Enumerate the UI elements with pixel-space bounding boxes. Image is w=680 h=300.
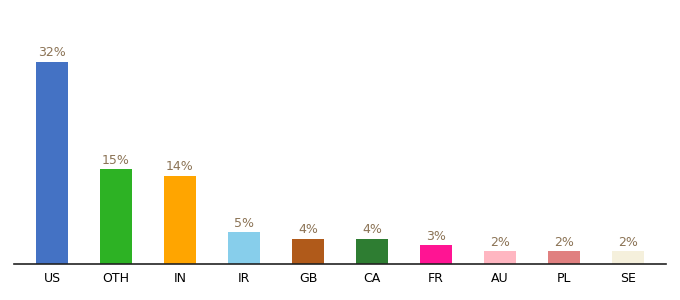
Text: 2%: 2% <box>554 236 574 249</box>
Bar <box>36 62 68 264</box>
Bar <box>484 251 516 264</box>
Bar <box>356 239 388 264</box>
Text: 4%: 4% <box>362 223 382 236</box>
Text: 3%: 3% <box>426 230 446 242</box>
Text: 5%: 5% <box>234 217 254 230</box>
Bar <box>292 239 324 264</box>
Bar <box>164 176 196 264</box>
Bar <box>420 245 452 264</box>
Text: 4%: 4% <box>298 223 318 236</box>
Bar <box>100 169 132 264</box>
Text: 15%: 15% <box>102 154 130 167</box>
Bar <box>612 251 644 264</box>
Text: 2%: 2% <box>490 236 510 249</box>
Text: 2%: 2% <box>618 236 638 249</box>
Bar <box>228 232 260 264</box>
Text: 14%: 14% <box>166 160 194 173</box>
Text: 32%: 32% <box>38 46 66 59</box>
Bar <box>548 251 580 264</box>
